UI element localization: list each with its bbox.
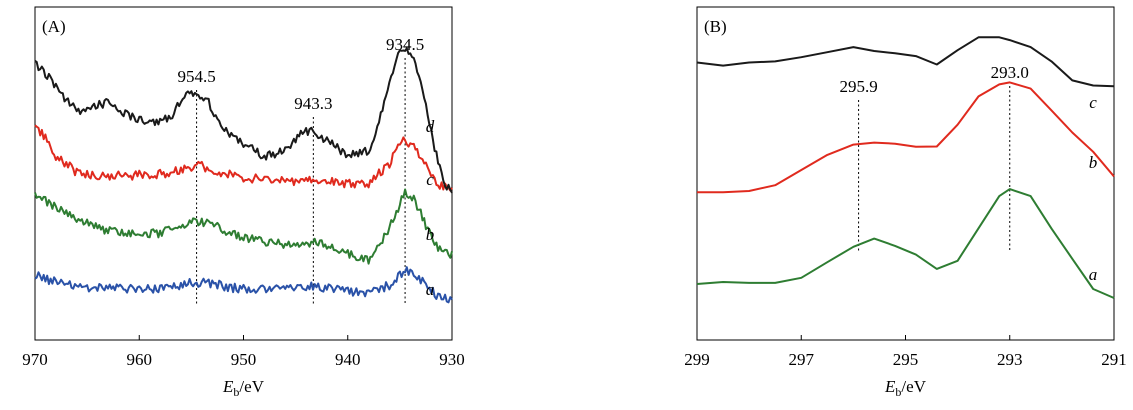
panel-a-x-axis-label: Eb/eV xyxy=(222,377,265,399)
panel-a-ticks: 970 960 950 940 930 xyxy=(22,335,465,369)
panel-a-x-tick-label-0: 970 xyxy=(22,350,48,369)
panel-a-peak-label-0: 954.5 xyxy=(177,67,215,86)
panel-b-x-axis-label-symbol: E xyxy=(884,377,896,396)
panel-a-x-tick-label-4: 930 xyxy=(439,350,465,369)
panel-a-series-d xyxy=(34,47,453,194)
panel-b-x-tick-label-0: 299 xyxy=(684,350,710,369)
panel-a-series-label-a: a xyxy=(426,280,435,299)
panel-a-series-b xyxy=(34,188,453,265)
panel-a-series-c xyxy=(34,124,453,192)
panel-a-series-label-b: b xyxy=(426,225,435,244)
panel-b-peak-label-0: 295.9 xyxy=(839,77,877,96)
panel-b-series-label-c: c xyxy=(1089,93,1097,112)
panel-b-series-b xyxy=(697,81,1115,194)
panel-b-x-tick-label-2: 295 xyxy=(893,350,919,369)
panel-b-peak-label-1: 293.0 xyxy=(991,63,1029,82)
panel-a-series-label-c: c xyxy=(426,170,434,189)
panel-b-x-axis-label-unit: /eV xyxy=(901,377,926,396)
panel-b-x-tick-label-1: 297 xyxy=(789,350,815,369)
panel-b-x-axis-label-subscript: b xyxy=(895,385,901,399)
panel-a-peak-markers: 954.5 943.3 934.5 xyxy=(177,35,424,305)
panel-b-series-label-a: a xyxy=(1089,265,1098,284)
panel-a-x-axis-label-symbol: E xyxy=(222,377,234,396)
panel-a-label: (A) xyxy=(42,17,66,36)
panel-a-x-axis-label-subscript: b xyxy=(233,385,239,399)
panel-a-x-tick-label-1: 960 xyxy=(127,350,153,369)
panel-a-series-a xyxy=(34,266,453,304)
panel-b-ticks: 299 297 295 293 291 xyxy=(684,335,1127,369)
panel-a-x-tick-label-2: 950 xyxy=(231,350,257,369)
panel-b-label: (B) xyxy=(704,17,727,36)
panel-a-x-axis-label-unit: /eV xyxy=(239,377,264,396)
panel-b-series-c xyxy=(696,36,1115,88)
panel-a-x-tick-label-3: 940 xyxy=(335,350,361,369)
panel-b-series-label-b: b xyxy=(1089,153,1098,172)
panel-b-x-tick-label-3: 293 xyxy=(997,350,1023,369)
panel-b-chart: (B) 299 297 295 293 291 295.9 293.0 a b c Eb/eV xyxy=(684,6,1127,399)
panel-b-frame xyxy=(696,6,1115,341)
panel-b-series-a xyxy=(696,188,1115,299)
panel-b-x-axis-label: Eb/eV xyxy=(884,377,927,399)
panel-b-x-tick-label-4: 291 xyxy=(1101,350,1127,369)
panel-a-series: a b c d xyxy=(34,47,453,304)
panel-a-series-label-d: d xyxy=(426,117,435,136)
panel-a-peak-label-1: 943.3 xyxy=(294,94,332,113)
panel-b-peak-markers: 295.9 293.0 xyxy=(839,63,1029,252)
panel-b-series: a b c xyxy=(696,36,1115,299)
panel-a-chart: (A) 970 960 950 940 930 954.5 943.3 934.5 a b c d… xyxy=(22,6,465,399)
panel-a-peak-label-2: 934.5 xyxy=(386,35,424,54)
